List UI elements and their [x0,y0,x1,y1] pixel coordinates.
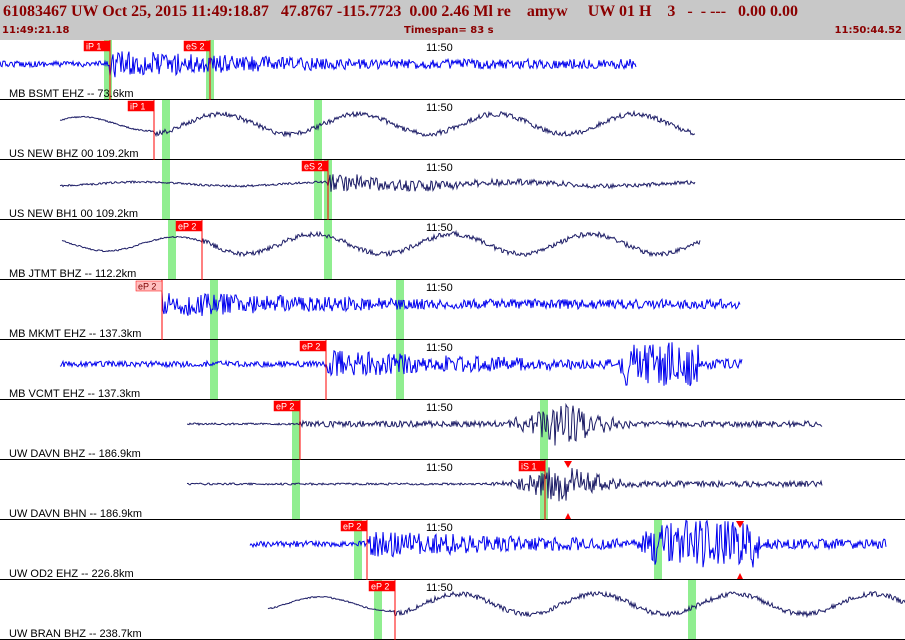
time-mark: 11:50 [426,582,453,594]
station-label: MB VCMT EHZ -- 137.3km [9,388,140,400]
seismogram-canvas[interactable]: 11:50 iP 1 eS 2 MB BSMT EHZ -- 73.6km 11:50 i… [0,40,905,640]
pick-label: iP 1 [86,42,101,52]
station-label: UW OD2 EHZ -- 226.8km [9,568,134,580]
time-mark: 11:50 [426,162,453,174]
trace-panel[interactable]: 11:50 iP 1 US NEW BHZ 00 109.2km [0,100,905,160]
pick-label: eP 2 [178,222,196,232]
pick-label: eP 2 [276,402,294,412]
trace-panel[interactable]: 11:50 eS 2 US NEW BH1 00 109.2km [0,160,905,220]
waveform [59,342,743,387]
trace-panel[interactable]: 11:50 eP 2 MB JTMT BHZ -- 112.2km [0,220,905,280]
phase-window [210,340,218,400]
pick-label: iP 1 [130,102,145,112]
station-label: MB MKMT EHZ -- 137.3km [9,328,141,340]
phase-window [162,100,170,160]
phase-window [654,520,662,580]
triangle-marker[interactable] [736,521,744,528]
phase-window [104,40,112,100]
end-time: 11:50:44.52 [834,25,902,36]
phase-window [540,460,548,520]
station-label: UW DAVN BHZ -- 186.9km [9,448,141,460]
station-label: MB JTMT BHZ -- 112.2km [9,268,136,280]
pick-label: iS 1 [521,462,537,472]
phase-window [324,220,332,280]
event-title: 61083467 UW Oct 25, 2015 11:49:18.87 47.… [3,3,799,20]
station-label: US NEW BHZ 00 109.2km [9,148,139,160]
pick-label: eS 2 [304,162,323,172]
station-label: US NEW BH1 00 109.2km [9,208,138,220]
time-mark: 11:50 [426,102,453,114]
pick-flag[interactable] [175,220,203,232]
time-mark: 11:50 [426,522,453,534]
trace-panel[interactable]: 11:50 iP 1 eS 2 MB BSMT EHZ -- 73.6km [0,40,905,100]
trace-area[interactable]: 11:50 iP 1 eS 2 MB BSMT EHZ -- 73.6km 11:50 i… [0,40,905,640]
pick-flag[interactable] [83,40,111,52]
pick-flag[interactable] [368,580,396,592]
triangle-marker[interactable] [564,461,572,468]
pick-label: eP 2 [371,582,389,592]
trace-panel[interactable]: 11:50 iS 1 UW DAVN BHN -- 186.9km [0,460,905,520]
waveform [186,467,823,502]
pick-flag[interactable] [340,520,368,532]
triangle-marker[interactable] [565,513,571,519]
waveform [59,174,696,193]
phase-window [688,580,696,640]
trace-panel[interactable]: 11:50 eP 2 UW BRAN BHZ -- 238.7km [0,580,905,640]
waveform [59,109,696,139]
time-mark: 11:50 [426,42,453,54]
pick-label: eP 2 [343,522,361,532]
time-mark: 11:50 [426,222,453,234]
phase-window [292,400,300,460]
waveform [0,51,637,78]
trace-panel[interactable]: 11:50 eP 2 UW OD2 EHZ -- 226.8km [0,519,905,580]
station-label: UW BRAN BHZ -- 238.7km [9,628,142,640]
trace-panel[interactable]: 11:50 eP 2 UW DAVN BHZ -- 186.9km [0,400,905,460]
time-mark: 11:50 [426,342,453,354]
station-label: UW DAVN BHN -- 186.9km [9,508,142,520]
pick-label: eP 2 [138,282,156,292]
time-mark: 11:50 [426,402,453,414]
waveform [267,590,905,619]
time-mark: 11:50 [426,462,453,474]
pick-flag[interactable] [518,460,546,472]
waveform [161,291,741,317]
phase-window [162,160,170,220]
waveform [186,402,823,446]
waveform [61,229,701,258]
pick-flag[interactable] [135,280,163,292]
start-time: 11:49:21.18 [2,25,70,36]
pick-flag[interactable] [273,400,301,412]
phase-window [354,520,362,580]
pick-label: eS 2 [186,42,205,52]
pick-flag[interactable] [301,160,329,172]
phase-window [540,400,548,460]
waveform [249,519,887,568]
phase-window [314,160,322,220]
timespan: Timespan= 83 s [404,25,494,36]
phase-window [168,220,176,280]
triangle-marker[interactable] [737,573,743,579]
phase-window [396,340,404,400]
pick-flag[interactable] [183,40,211,52]
title-bar: 61083467 UW Oct 25, 2015 11:49:18.87 47.… [0,0,905,40]
phase-window [210,280,218,340]
trace-panel[interactable]: 11:50 eP 2 MB MKMT EHZ -- 137.3km [0,280,905,340]
phase-window [396,280,404,340]
phase-window [292,460,300,520]
trace-panel[interactable]: 11:50 eP 2 MB VCMT EHZ -- 137.3km [0,340,905,400]
pick-flag[interactable] [127,100,155,112]
time-mark: 11:50 [426,282,453,294]
pick-flag[interactable] [299,340,327,352]
station-label: MB BSMT EHZ -- 73.6km [9,88,133,100]
pick-label: eP 2 [302,342,320,352]
